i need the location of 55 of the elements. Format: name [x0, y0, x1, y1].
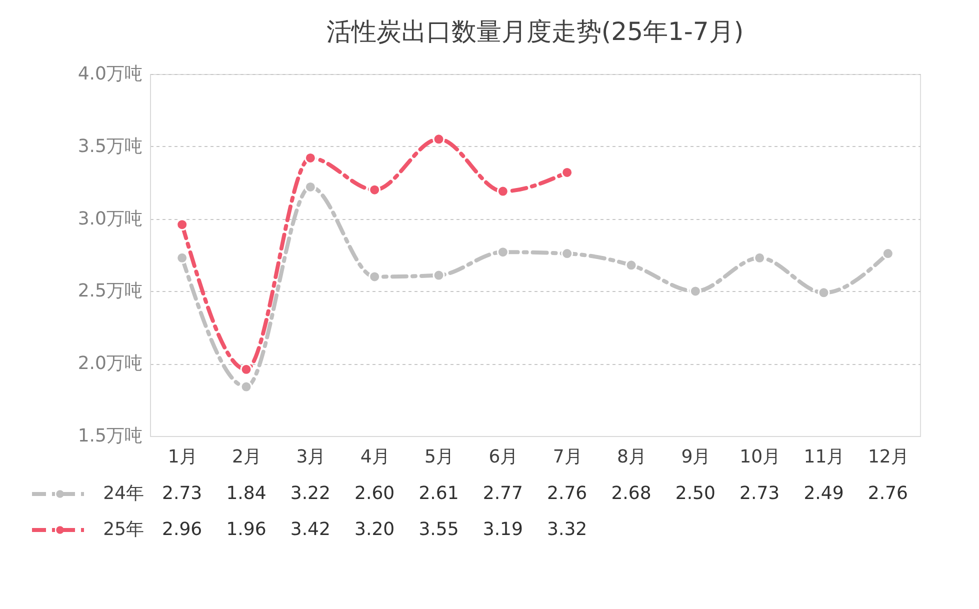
point	[754, 252, 766, 264]
point	[304, 152, 316, 164]
x-tick-label: 3月	[296, 446, 326, 468]
x-tick-label: 9月	[681, 446, 711, 468]
point	[432, 133, 445, 146]
point	[432, 269, 445, 282]
data-label: 2.68	[611, 483, 652, 504]
data-label: 2.73	[740, 483, 780, 504]
y-tick-label: 2.0万吨	[78, 353, 142, 374]
point	[240, 363, 252, 376]
data-label: 2.60	[354, 483, 395, 504]
data-label: 2.76	[547, 483, 588, 504]
chart-title: 活性炭出口数量月度走势(25年1-7月)	[326, 17, 744, 46]
data-label: 2.77	[482, 483, 523, 504]
y-tick-label: 1.5万吨	[78, 426, 142, 446]
point	[882, 248, 894, 260]
point	[240, 380, 252, 393]
x-tick-label: 1月	[168, 446, 198, 468]
y-tick-label: 3.0万吨	[78, 208, 142, 230]
data-label: 3.22	[290, 483, 330, 504]
x-tick-label: 11月	[804, 446, 845, 468]
data-label: 3.20	[354, 519, 395, 540]
point	[368, 184, 381, 196]
data-label: 2.61	[418, 483, 459, 504]
point	[496, 246, 509, 258]
x-tick-label: 4月	[360, 446, 390, 468]
x-tick-label: 2月	[232, 446, 262, 468]
legend-label: 25年	[103, 519, 144, 540]
point	[689, 285, 702, 298]
y-tick-label: 4.0万吨	[78, 64, 142, 84]
point	[176, 218, 188, 231]
data-label: 3.32	[547, 519, 588, 540]
data-label: 3.55	[418, 519, 459, 540]
x-tick-label: 12月	[868, 446, 909, 468]
x-tick-label: 8月	[617, 446, 646, 468]
data-label: 2.49	[804, 483, 844, 504]
point	[496, 185, 509, 198]
data-label: 2.76	[868, 483, 908, 504]
data-label: 1.84	[226, 483, 266, 504]
point	[368, 270, 381, 283]
legend-label: 24年	[103, 483, 144, 504]
point	[818, 286, 830, 299]
y-tick-label: 3.5万吨	[78, 136, 142, 157]
x-tick-label: 6月	[488, 446, 518, 468]
point	[625, 259, 638, 272]
data-label: 2.96	[162, 519, 202, 540]
data-label: 3.19	[482, 519, 523, 540]
data-label: 1.96	[226, 519, 266, 540]
x-tick-label: 5月	[424, 446, 454, 468]
data-label: 3.42	[290, 519, 330, 540]
x-tick-label: 7月	[552, 446, 582, 468]
x-tick-label: 10月	[740, 446, 781, 468]
y-tick-label: 2.5万吨	[78, 280, 142, 302]
data-label: 2.50	[675, 483, 716, 504]
data-label: 2.73	[162, 483, 202, 504]
